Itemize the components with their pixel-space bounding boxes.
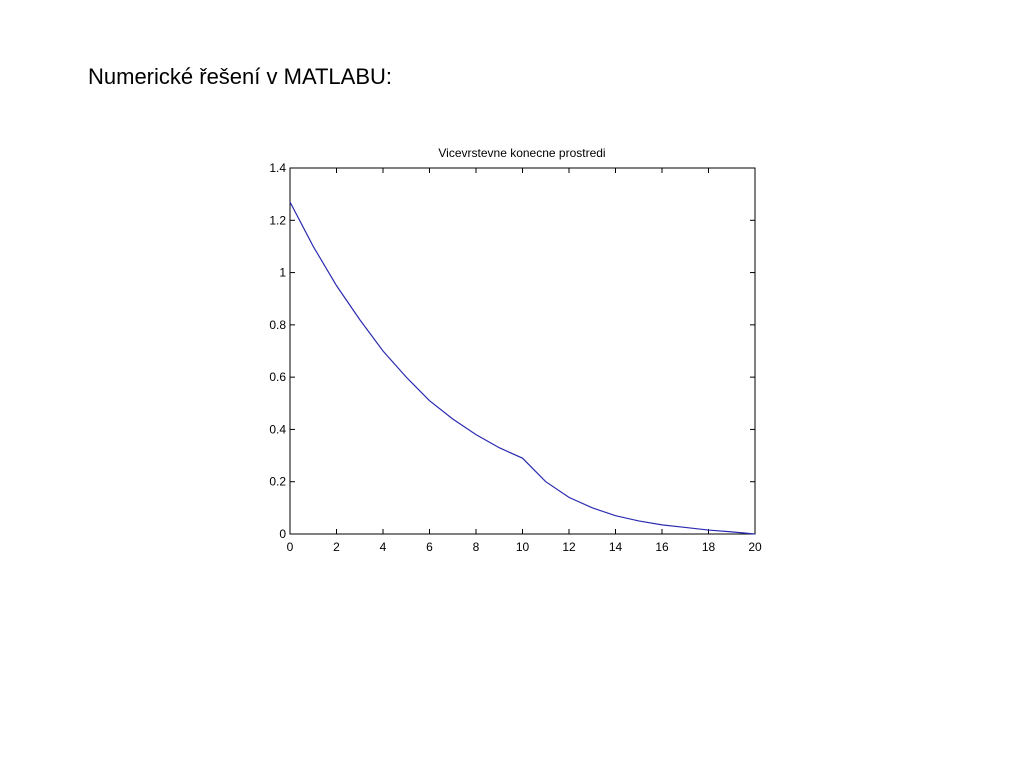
x-tick-label: 10 — [516, 540, 530, 554]
y-tick-label: 1.4 — [269, 161, 286, 175]
x-tick-label: 14 — [609, 540, 623, 554]
slide-title: Numerické řešení v MATLABU: — [88, 64, 392, 89]
x-tick-label: 18 — [702, 540, 716, 554]
x-tick-label: 8 — [473, 540, 480, 554]
y-tick-label: 0.4 — [269, 422, 286, 436]
x-tick-label: 0 — [287, 540, 294, 554]
x-tick-label: 20 — [748, 540, 762, 554]
plot-frame — [289, 167, 756, 535]
x-tick-label: 4 — [380, 540, 387, 554]
y-tick-label: 1 — [279, 266, 286, 280]
y-tick-label: 0 — [279, 527, 286, 541]
x-tick-label: 2 — [333, 540, 340, 554]
chart-title: Vicevrstevne konecne prostredi — [438, 146, 605, 160]
y-tick-label: 0.8 — [269, 318, 286, 332]
y-tick-label: 0.2 — [269, 475, 286, 489]
y-tick-label: 0.6 — [269, 370, 286, 384]
y-tick-label: 1.2 — [269, 213, 286, 227]
x-tick-label: 6 — [426, 540, 433, 554]
line-series — [289, 201, 756, 535]
x-tick-label: 16 — [655, 540, 669, 554]
x-tick-label: 12 — [562, 540, 576, 554]
